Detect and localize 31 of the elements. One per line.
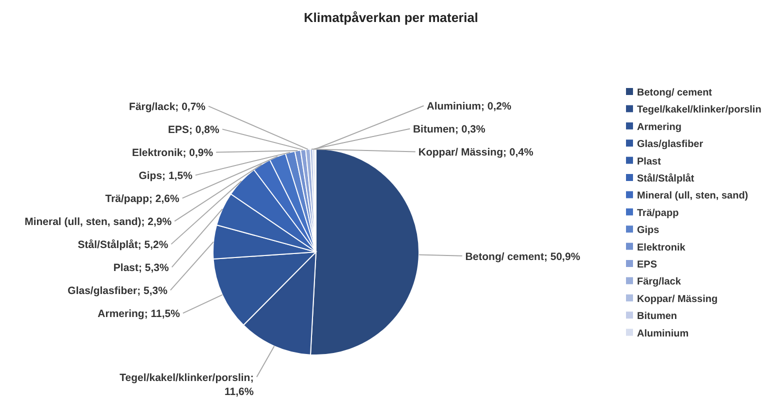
legend-label: EPS	[637, 260, 658, 270]
legend-label: Koppar/ Mässing	[637, 294, 718, 305]
data-label: Trä/papp; 2,6%	[105, 193, 180, 206]
legend-label: Trä/papp	[637, 208, 679, 219]
data-label: Armering; 11,5%	[98, 308, 181, 320]
legend-label: Glas/glasfiber	[637, 139, 704, 150]
chart-title: Klimatpåverkan per material	[304, 10, 478, 25]
data-label: Elektronik; 0,9%	[132, 147, 214, 160]
data-label: Aluminium; 0,2%	[426, 100, 512, 113]
legend-label: Färg/lack	[637, 276, 682, 288]
legend-label: Tegel/kakel/klinker/porslin	[637, 104, 762, 116]
data-label: Plast; 5,3%	[113, 262, 170, 274]
legend-label: Elektronik	[637, 242, 686, 254]
legend-label: Plast	[637, 156, 662, 168]
data-label: EPS; 0,8%	[168, 124, 220, 136]
data-label: Bitumen; 0,3%	[412, 124, 486, 136]
data-label: Färg/lack; 0,7%	[129, 101, 206, 114]
data-label: Mineral (ull, sten, sand); 2,9%	[24, 216, 172, 228]
data-label: Betong/ cement; 50,9%	[465, 250, 581, 263]
legend-label: Stål/Stålplåt	[637, 172, 695, 184]
data-label: Gips; 1,5%	[138, 170, 194, 182]
data-label: Koppar/ Mässing; 0,4%	[418, 146, 534, 159]
legend-label: Betong/ cement	[637, 88, 713, 98]
legend-label: Armering	[637, 122, 682, 133]
legend-label: Mineral (ull, sten, sand)	[637, 190, 748, 202]
data-label: Tegel/kakel/klinker/porslin; 11,6%	[120, 372, 254, 398]
legend-label: Bitumen	[637, 311, 677, 322]
data-label: Stål/Stålplåt; 5,2%	[78, 239, 169, 252]
legend-label: Gips	[637, 225, 660, 236]
legend-label: Aluminium	[637, 328, 689, 340]
data-label: Glas/glasfiber; 5,3%	[68, 285, 168, 298]
